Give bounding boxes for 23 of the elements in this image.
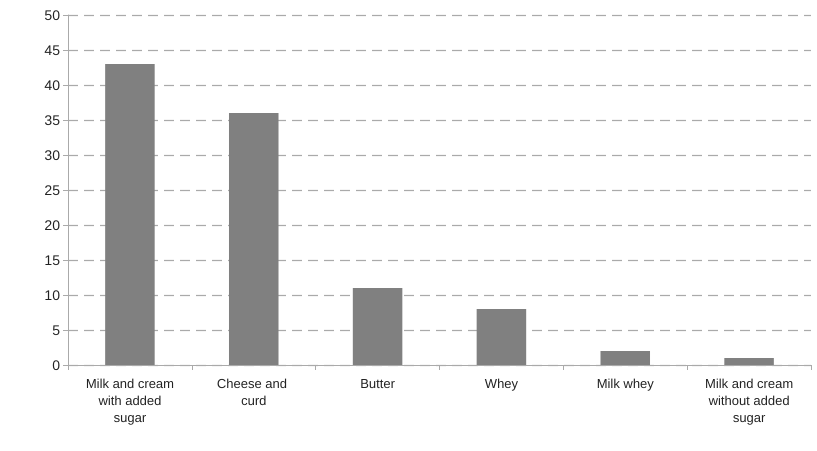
y-tick-label: 20 xyxy=(44,217,60,233)
y-tick-label: 5 xyxy=(52,322,60,338)
bar xyxy=(352,288,402,365)
y-tick-label: 35 xyxy=(44,112,60,128)
y-tick-label: 0 xyxy=(52,357,60,373)
y-tick-label: 45 xyxy=(44,42,60,58)
bar xyxy=(476,309,526,365)
bar xyxy=(600,351,650,365)
x-tick-label: Milk whey xyxy=(596,376,654,391)
bar xyxy=(724,358,774,365)
y-tick-label: 10 xyxy=(44,287,60,303)
x-tick-label: Cheese and curd xyxy=(216,376,291,408)
y-tick-label: 25 xyxy=(44,182,60,198)
x-tick-label: Milk and cream without added sugar xyxy=(704,376,794,425)
x-tick-label: Whey xyxy=(484,376,519,391)
x-tick-label: Butter xyxy=(360,376,396,391)
y-tick-label: 50 xyxy=(44,7,60,23)
y-tick-label: 40 xyxy=(44,77,60,93)
x-tick-label: Milk and cream with added sugar xyxy=(86,376,174,425)
y-tick-label: 30 xyxy=(44,147,60,163)
y-tick-label: 15 xyxy=(44,252,60,268)
bar xyxy=(228,113,279,365)
bar xyxy=(105,64,155,365)
